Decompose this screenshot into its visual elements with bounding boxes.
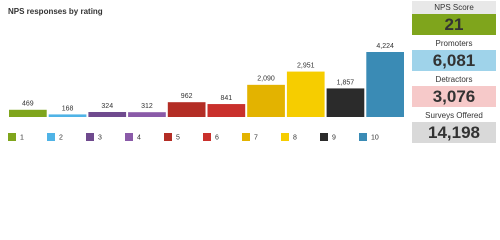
- bar: [366, 52, 404, 117]
- legend-label: 9: [332, 134, 336, 141]
- value-label: 168: [62, 105, 74, 112]
- value-label: 962: [181, 93, 193, 100]
- dashboard: NPS responses by rating 4691168232433124…: [8, 1, 496, 143]
- legend-swatch: [320, 133, 328, 141]
- kpi-value-bg: [412, 86, 496, 107]
- value-label: 4,224: [376, 43, 394, 50]
- kpi-value: 6,081: [433, 51, 476, 70]
- legend-label: 7: [254, 134, 258, 141]
- bar: [88, 112, 127, 117]
- legend-label: 5: [176, 134, 180, 141]
- kpi-label: Detractors: [436, 75, 473, 84]
- value-label: 2,951: [297, 62, 315, 69]
- kpi-label-bg: [412, 1, 496, 14]
- legend-label: 10: [371, 134, 379, 141]
- kpi-value-bg: [412, 50, 496, 71]
- kpi-label-bg: [412, 37, 496, 50]
- legend-swatch: [47, 133, 55, 141]
- kpi-label-bg: [412, 109, 496, 122]
- value-label: 2,090: [257, 76, 275, 83]
- value-label: 312: [141, 103, 153, 110]
- bar: [48, 114, 87, 117]
- kpi-value: 14,198: [428, 123, 480, 142]
- legend-swatch: [86, 133, 94, 141]
- bar: [247, 84, 285, 117]
- kpi-value: 3,076: [433, 87, 476, 106]
- value-label: 1,857: [337, 79, 355, 86]
- bar: [9, 109, 47, 117]
- kpi-value: 21: [445, 15, 464, 34]
- kpi-label-bg: [412, 73, 496, 86]
- legend-label: 3: [98, 134, 102, 141]
- value-label: 841: [221, 95, 233, 102]
- value-label: 469: [22, 101, 34, 108]
- chart-title: NPS responses by rating: [8, 7, 103, 16]
- legend-swatch: [359, 133, 367, 141]
- legend-label: 2: [59, 134, 63, 141]
- kpi-value-bg: [412, 122, 496, 143]
- value-label: 324: [101, 103, 113, 110]
- bar: [167, 102, 206, 117]
- legend-swatch: [203, 133, 211, 141]
- bar: [128, 112, 166, 117]
- legend-label: 1: [20, 134, 24, 141]
- bar: [326, 88, 365, 117]
- legend-swatch: [8, 133, 16, 141]
- legend-label: 8: [293, 134, 297, 141]
- legend-swatch: [125, 133, 133, 141]
- legend-swatch: [164, 133, 172, 141]
- bar: [286, 71, 325, 117]
- legend-label: 4: [137, 134, 141, 141]
- bar: [207, 104, 246, 117]
- kpi-label: Promoters: [436, 39, 473, 48]
- legend-swatch: [242, 133, 250, 141]
- legend-swatch: [281, 133, 289, 141]
- kpi-value-bg: [412, 14, 496, 35]
- legend-label: 6: [215, 134, 219, 141]
- kpi-label: Surveys Offered: [425, 111, 483, 120]
- kpi-label: NPS Score: [434, 3, 474, 12]
